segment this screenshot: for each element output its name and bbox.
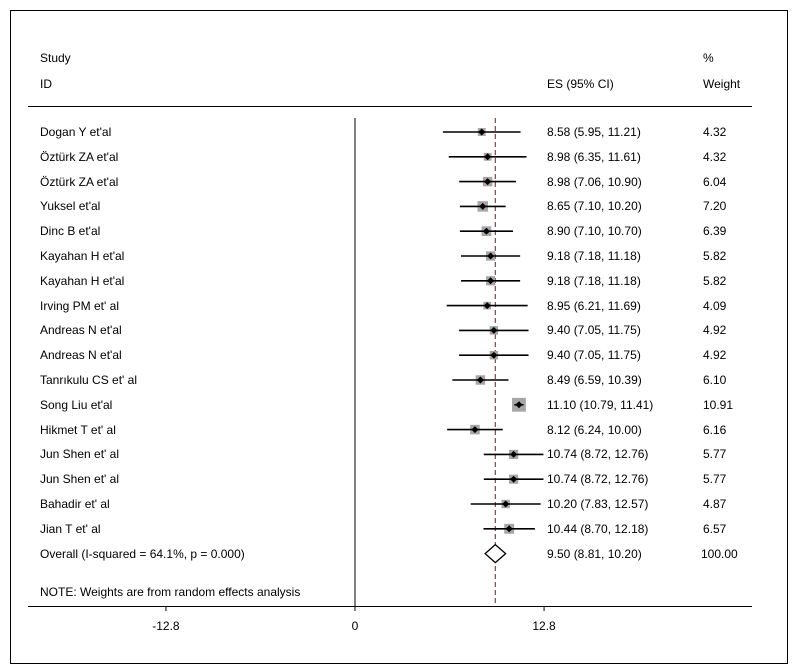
study-weight-text: 6.10 — [703, 373, 727, 387]
study-point-estimate — [515, 401, 523, 409]
study-ci-text: 8.98 (6.35, 11.61) — [547, 149, 641, 164]
study-point-estimate — [487, 277, 495, 285]
study-point-estimate — [483, 302, 491, 310]
study-weight-text: 4.32 — [703, 149, 727, 164]
study-weight-text: 6.16 — [703, 422, 727, 437]
study-ci-text: 10.44 (8.70, 12.18) — [547, 521, 649, 536]
study-ci-text: 8.90 (7.10, 10.70) — [547, 224, 642, 239]
study-weight-text: 5.82 — [703, 273, 727, 288]
study-point-estimate — [476, 376, 484, 384]
study-point-estimate — [482, 227, 490, 235]
study-name: Bahadir et' al — [40, 497, 110, 511]
study-name: Dinc B et'al — [40, 224, 101, 239]
study-ci-text: 8.49 (6.59, 10.39) — [547, 373, 642, 387]
study-weight-text: 10.91 — [703, 397, 734, 412]
study-ci-text: 8.95 (6.21, 11.69) — [547, 298, 641, 313]
x-axis-tick-label: 12.8 — [532, 619, 556, 633]
study-point-estimate — [490, 326, 498, 334]
study-ci-text: 10.74 (8.72, 12.76) — [547, 472, 649, 487]
study-name: Öztürk ZA et'al — [40, 149, 119, 164]
study-name: Kayahan H et'al — [40, 273, 125, 288]
study-name: Tanrıkulu CS et' al — [40, 373, 138, 387]
study-name: Andreas N et'al — [40, 348, 122, 363]
study-weight-text: 6.04 — [703, 174, 727, 189]
study-weight-text: 5.82 — [703, 249, 727, 263]
study-point-estimate — [502, 500, 510, 508]
overall-weight-text: 100.00 — [701, 547, 738, 561]
study-name: Öztürk ZA et'al — [40, 174, 119, 189]
header-percent: % — [703, 51, 714, 65]
study-weight-text: 7.20 — [703, 199, 727, 214]
study-ci-text: 9.40 (7.05, 11.75) — [547, 323, 641, 338]
study-point-estimate — [471, 426, 479, 434]
study-point-estimate — [510, 450, 518, 458]
study-name: Jun Shen et' al — [40, 472, 120, 487]
study-ci-text: 10.20 (7.83, 12.57) — [547, 497, 649, 511]
overall-label: Overall (I-squared = 64.1%, p = 0.000) — [40, 547, 245, 561]
overall-diamond — [484, 543, 507, 564]
study-ci-text: 11.10 (10.79, 11.41) — [547, 397, 654, 412]
overall-ci-text: 9.50 (8.81, 10.20) — [547, 547, 642, 561]
study-ci-text: 8.12 (6.24, 10.00) — [547, 422, 642, 437]
study-weight-text: 6.57 — [703, 521, 727, 536]
study-weight-text: 4.32 — [703, 125, 727, 139]
study-point-estimate — [484, 153, 492, 161]
study-ci-text: 8.65 (7.10, 10.20) — [547, 199, 642, 214]
header-es-ci: ES (95% CI) — [547, 77, 614, 91]
study-weight-text: 4.92 — [703, 323, 727, 338]
study-name: Kayahan H et'al — [40, 249, 125, 263]
x-axis-tick-label: -12.8 — [152, 619, 180, 633]
study-weight-text: 4.92 — [703, 348, 727, 363]
weights-note: NOTE: Weights are from random effects an… — [40, 585, 301, 599]
header-study: Study — [40, 51, 71, 65]
study-ci-text: 9.18 (7.18, 11.18) — [547, 273, 641, 288]
header-id: ID — [40, 77, 52, 91]
study-point-estimate — [487, 252, 495, 260]
study-point-estimate — [484, 178, 492, 186]
header-weight: Weight — [703, 77, 741, 91]
study-weight-text: 5.77 — [703, 472, 727, 487]
study-ci-text: 8.98 (7.06, 10.90) — [547, 174, 642, 189]
plot-frame — [10, 10, 788, 664]
study-name: Hikmet T et' al — [40, 422, 116, 437]
study-weight-text: 4.87 — [703, 497, 727, 511]
study-name: Jian T et' al — [40, 521, 101, 536]
study-point-estimate — [510, 475, 518, 483]
study-point-estimate — [505, 525, 513, 533]
study-name: Irving PM et' al — [40, 298, 119, 313]
study-weight-text: 5.77 — [703, 447, 727, 462]
study-ci-text: 9.40 (7.05, 11.75) — [547, 348, 641, 363]
study-point-estimate — [478, 128, 486, 136]
x-axis-tick-label: 0 — [351, 619, 359, 633]
study-name: Dogan Y et'al — [40, 125, 112, 139]
study-weight-text: 6.39 — [703, 224, 727, 239]
study-name: Yuksel et'al — [40, 199, 101, 214]
study-weight-text: 4.09 — [703, 298, 727, 313]
study-ci-text: 8.58 (5.95, 11.21) — [547, 125, 641, 139]
study-name: Andreas N et'al — [40, 323, 122, 338]
study-name: Song Liu et'al — [40, 397, 113, 412]
study-ci-text: 10.74 (8.72, 12.76) — [547, 447, 649, 462]
study-ci-text: 9.18 (7.18, 11.18) — [547, 249, 641, 263]
study-point-estimate — [479, 202, 487, 210]
study-point-estimate — [490, 351, 498, 359]
study-name: Jun Shen et' al — [40, 447, 120, 462]
